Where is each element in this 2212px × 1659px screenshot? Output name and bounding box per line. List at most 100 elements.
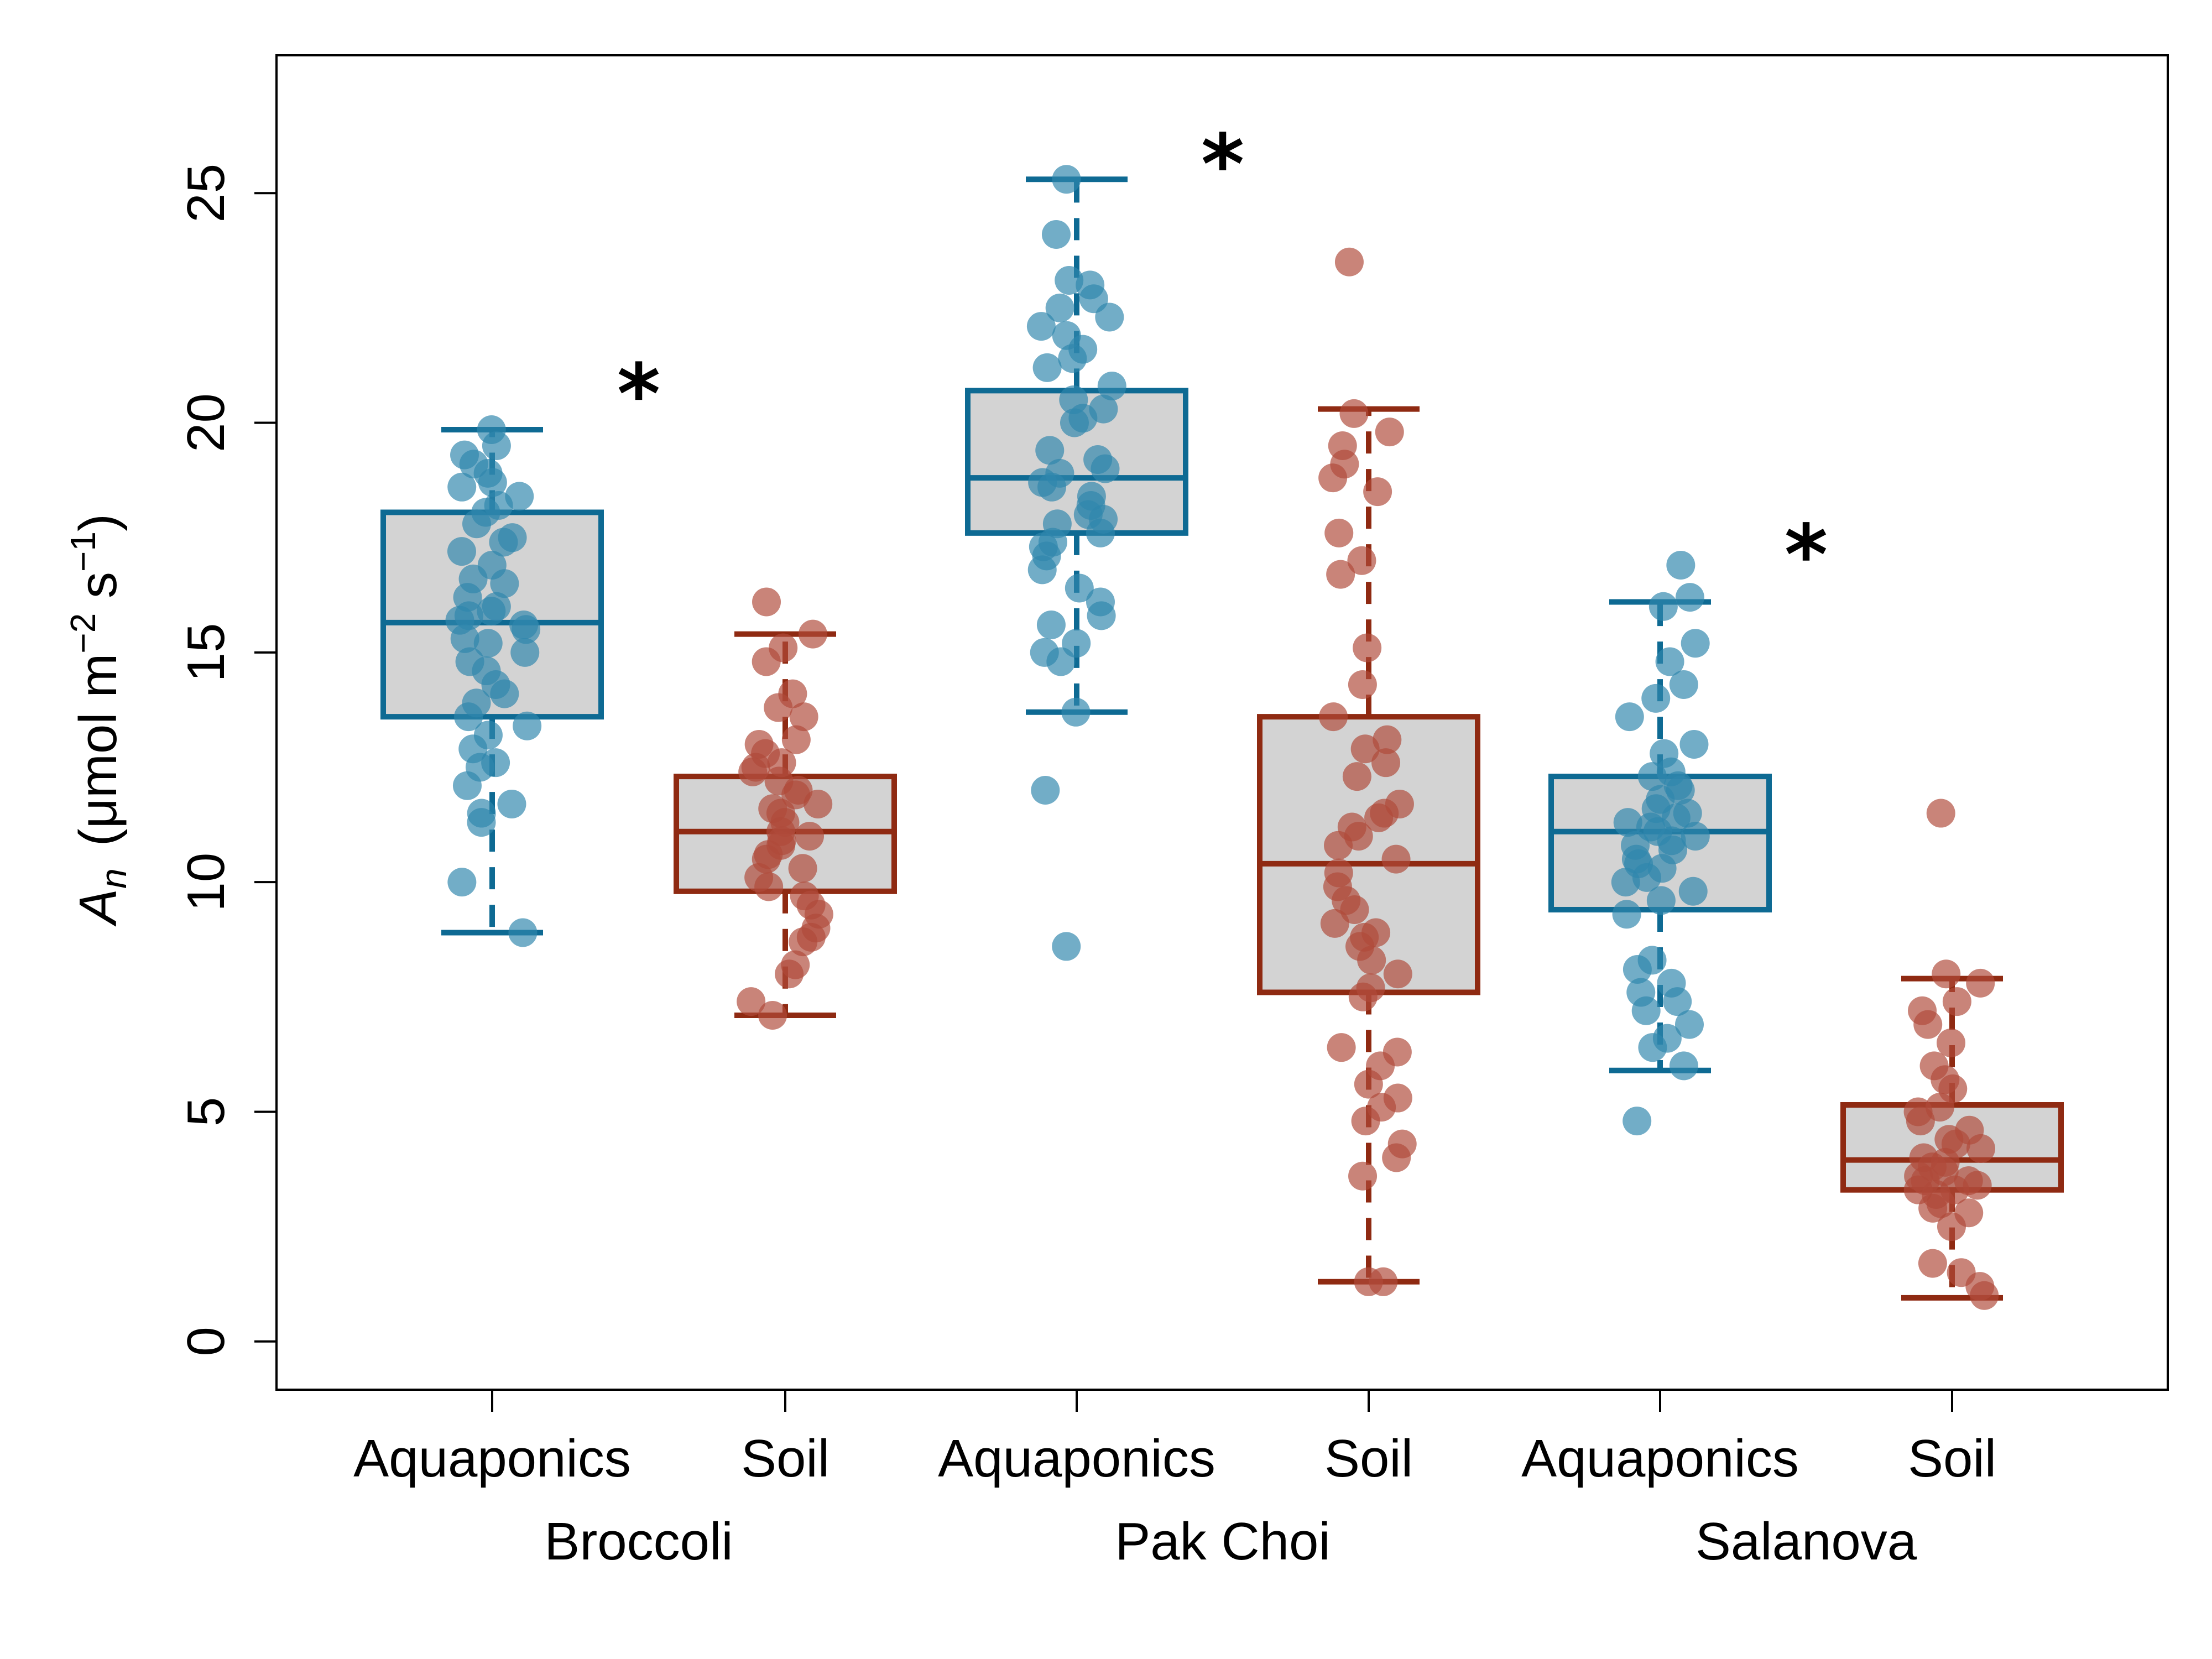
group-label: Broccoli [544, 1512, 733, 1571]
data-point [1031, 776, 1060, 805]
data-point [789, 927, 818, 957]
data-point [1613, 808, 1642, 837]
data-point [1342, 762, 1371, 791]
data-point [490, 569, 519, 598]
y-axis-unit-exp1: −2 [63, 613, 103, 654]
data-point [1032, 353, 1062, 382]
data-point [513, 711, 542, 740]
y-tick-label: 0 [176, 1327, 236, 1356]
data-point [1678, 877, 1708, 906]
data-point [447, 537, 476, 566]
data-point [1648, 592, 1678, 621]
data-point [477, 597, 506, 626]
data-point [1041, 220, 1071, 249]
data-point [1318, 463, 1348, 493]
data-point [1097, 372, 1126, 401]
data-point [1937, 1028, 1966, 1057]
data-point [1324, 831, 1353, 860]
data-point [1327, 1033, 1356, 1062]
data-point [1382, 1143, 1411, 1172]
data-point [1060, 408, 1089, 437]
data-point [1681, 629, 1710, 658]
significance-star: * [617, 347, 660, 443]
points-layer [445, 165, 1999, 1310]
data-point [1623, 1107, 1652, 1136]
x-tick-label: Soil [1908, 1429, 1996, 1488]
data-point [1373, 725, 1402, 754]
data-point [798, 619, 827, 649]
y-axis-unit-exp2: −1 [63, 531, 103, 572]
data-point [789, 702, 818, 732]
data-point [1623, 954, 1652, 984]
data-point [1381, 844, 1411, 874]
data-point [467, 808, 496, 837]
data-point [1354, 1070, 1383, 1099]
data-point [489, 528, 518, 557]
data-point [1637, 762, 1667, 791]
data-point [1906, 1107, 1935, 1136]
data-point [1963, 1171, 1992, 1200]
data-point [1655, 647, 1684, 676]
data-point [1913, 1010, 1943, 1039]
data-point [1319, 702, 1348, 732]
data-point [1061, 697, 1091, 727]
data-point [1351, 1107, 1380, 1136]
data-point [1036, 610, 1066, 639]
y-tick-label: 10 [176, 853, 236, 912]
data-point [1926, 799, 1955, 828]
x-tick-label: Soil [1324, 1429, 1413, 1488]
x-tick-label: Aquaponics [353, 1429, 631, 1488]
data-point [1383, 959, 1412, 989]
data-point [1037, 472, 1067, 502]
y-axis-unit-prefix: (μmol m [69, 654, 128, 847]
data-point [1641, 684, 1671, 713]
data-point [482, 431, 511, 461]
data-point [490, 679, 519, 708]
data-point [754, 872, 784, 901]
data-point [1334, 247, 1364, 276]
data-point [737, 987, 766, 1016]
data-point [795, 822, 824, 851]
y-axis: 0 5 10 15 20 25 [176, 164, 276, 1356]
data-point [450, 624, 479, 653]
group-label: Pak Choi [1115, 1512, 1331, 1571]
data-point [1348, 982, 1378, 1011]
data-point [1646, 886, 1676, 915]
data-point [1918, 1193, 1948, 1223]
data-point [752, 587, 781, 617]
data-point [1371, 748, 1401, 778]
data-point [1615, 702, 1644, 732]
data-point [1348, 1161, 1378, 1191]
data-point [1324, 518, 1354, 547]
y-axis-unit-mid: s [69, 572, 128, 613]
data-point [1942, 987, 1971, 1016]
data-point [1681, 822, 1710, 851]
data-point [764, 693, 793, 722]
x-tick-label: Aquaponics [938, 1429, 1215, 1488]
data-point [1058, 344, 1087, 373]
y-tick-label: 5 [176, 1097, 236, 1126]
data-point [1666, 551, 1695, 580]
data-point [1052, 932, 1081, 961]
y-tick-label: 25 [176, 164, 236, 223]
data-point [1095, 302, 1124, 332]
data-point [1966, 968, 1995, 998]
data-point [1052, 165, 1081, 194]
x-axis: Aquaponics Soil Aquaponics Soil Aquaponics So… [353, 1390, 1996, 1571]
data-point [1350, 734, 1380, 764]
data-point [1918, 1249, 1947, 1278]
x-tick-label: Aquaponics [1521, 1429, 1799, 1488]
significance-star: * [1785, 507, 1828, 603]
data-point [1679, 729, 1709, 759]
data-point [1970, 1281, 1999, 1310]
data-point [1045, 293, 1074, 322]
data-point [775, 959, 804, 989]
data-point [1347, 546, 1376, 575]
data-point [1663, 987, 1692, 1016]
y-axis-subscript: n [93, 868, 134, 889]
group-label: Salanova [1695, 1512, 1917, 1571]
data-point [452, 771, 482, 800]
data-point [1065, 573, 1094, 603]
data-point [1675, 583, 1704, 612]
